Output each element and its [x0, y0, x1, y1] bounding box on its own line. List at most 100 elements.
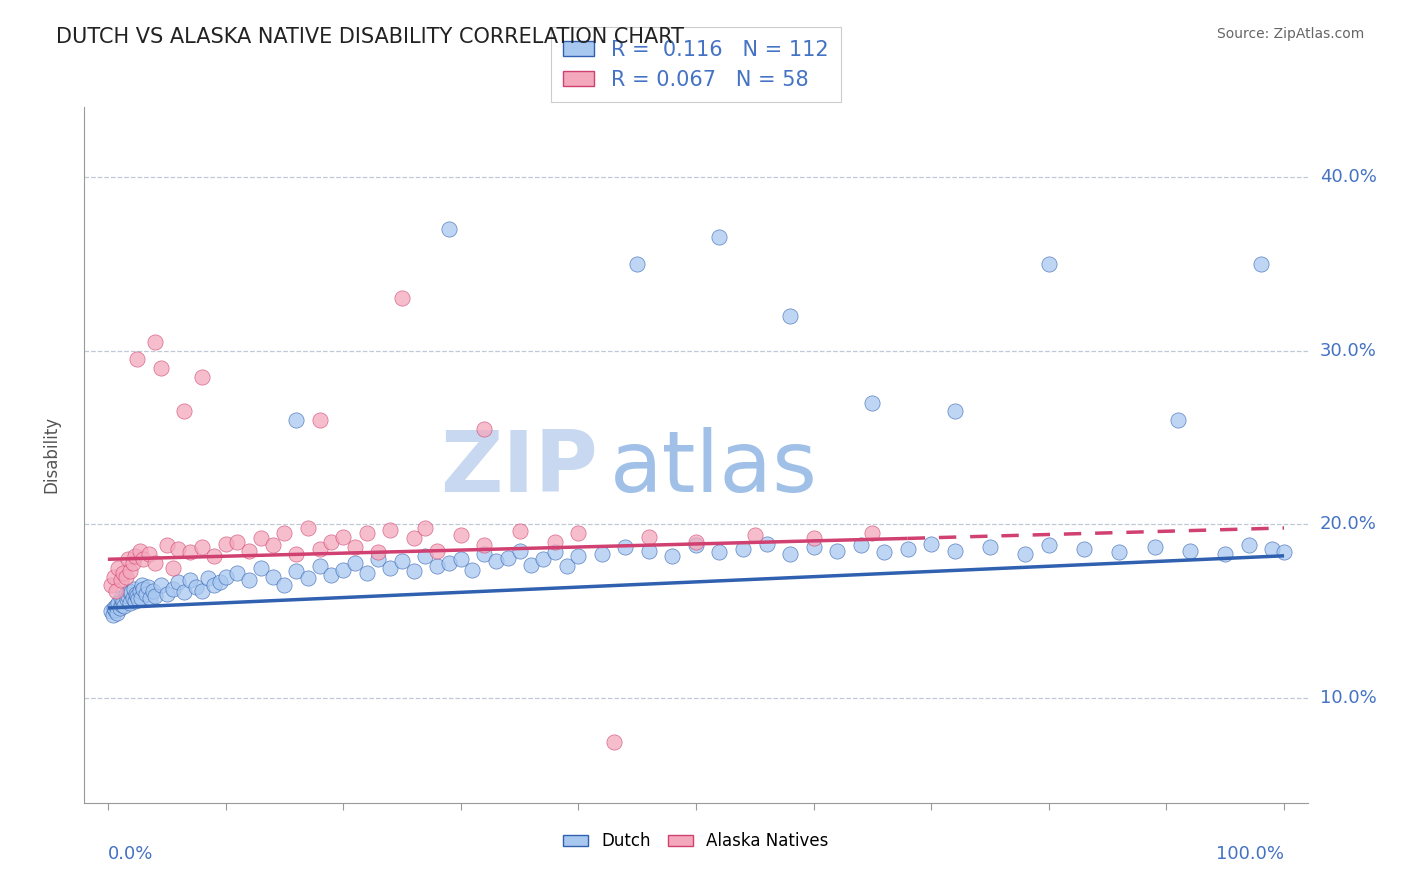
Point	[110, 573, 132, 587]
Text: 100.0%: 100.0%	[1216, 845, 1284, 863]
Point	[943, 543, 966, 558]
Point	[103, 601, 125, 615]
Point	[149, 361, 172, 376]
Text: 20.0%: 20.0%	[1320, 516, 1376, 533]
Point	[308, 541, 330, 556]
Point	[124, 549, 146, 563]
Point	[143, 589, 166, 603]
Point	[1073, 541, 1095, 556]
Point	[112, 566, 135, 581]
Point	[380, 561, 402, 575]
Point	[191, 540, 214, 554]
Point	[485, 554, 508, 568]
Point	[297, 571, 319, 585]
Text: 40.0%: 40.0%	[1320, 168, 1376, 186]
Point	[117, 589, 139, 603]
Point	[143, 556, 166, 570]
Point	[214, 536, 236, 550]
Point	[509, 543, 531, 558]
Point	[249, 561, 271, 575]
Point	[238, 573, 260, 587]
Point	[107, 561, 129, 575]
Point	[167, 541, 190, 556]
Point	[391, 554, 413, 568]
Point	[285, 413, 308, 427]
Point	[825, 543, 848, 558]
Point	[426, 559, 449, 574]
Point	[112, 594, 135, 608]
Point	[509, 524, 531, 539]
Point	[544, 534, 567, 549]
Point	[285, 547, 308, 561]
Point	[638, 543, 661, 558]
Text: 0.0%: 0.0%	[108, 845, 153, 863]
Point	[380, 523, 402, 537]
Point	[285, 565, 308, 579]
Point	[1237, 538, 1260, 552]
Point	[117, 552, 139, 566]
Point	[120, 585, 142, 599]
Point	[191, 369, 214, 384]
Point	[567, 549, 589, 563]
Point	[709, 545, 731, 559]
Point	[105, 599, 128, 614]
Point	[520, 558, 543, 572]
Point	[149, 578, 172, 592]
Point	[135, 587, 157, 601]
Point	[321, 568, 343, 582]
Point	[202, 578, 225, 592]
Point	[104, 603, 127, 617]
Point	[1167, 413, 1189, 427]
Point	[191, 583, 214, 598]
Point	[179, 573, 201, 587]
Text: DUTCH VS ALASKA NATIVE DISABILITY CORRELATION CHART: DUTCH VS ALASKA NATIVE DISABILITY CORREL…	[56, 27, 685, 46]
Point	[450, 528, 472, 542]
Point	[108, 601, 131, 615]
Point	[661, 549, 683, 563]
Point	[121, 556, 143, 570]
Text: ZIP: ZIP	[440, 427, 598, 510]
Point	[402, 565, 425, 579]
Point	[426, 543, 449, 558]
Point	[115, 592, 138, 607]
Point	[321, 534, 343, 549]
Point	[127, 352, 149, 367]
Point	[367, 545, 389, 559]
Point	[127, 592, 149, 607]
Point	[173, 585, 195, 599]
Text: Source: ZipAtlas.com: Source: ZipAtlas.com	[1216, 27, 1364, 41]
Text: 10.0%: 10.0%	[1320, 690, 1376, 707]
Point	[262, 538, 284, 552]
Point	[920, 536, 942, 550]
Point	[125, 587, 148, 601]
Point	[779, 309, 801, 323]
Point	[602, 735, 624, 749]
Point	[803, 532, 825, 546]
Point	[156, 538, 179, 552]
Point	[128, 583, 150, 598]
Point	[356, 526, 378, 541]
Point	[979, 540, 1001, 554]
Point	[162, 561, 184, 575]
Point	[544, 545, 567, 559]
Point	[685, 534, 707, 549]
Point	[139, 591, 162, 605]
Point	[626, 257, 648, 271]
Point	[1261, 541, 1284, 556]
Point	[391, 291, 413, 305]
Text: atlas: atlas	[610, 427, 818, 510]
Point	[120, 565, 142, 579]
Point	[127, 589, 149, 603]
Point	[744, 528, 766, 542]
Text: 30.0%: 30.0%	[1320, 342, 1376, 359]
Point	[343, 556, 366, 570]
Point	[591, 547, 613, 561]
Y-axis label: Disability: Disability	[42, 417, 60, 493]
Point	[897, 541, 920, 556]
Point	[1038, 257, 1060, 271]
Point	[472, 538, 495, 552]
Point	[142, 583, 165, 598]
Point	[262, 570, 284, 584]
Point	[131, 578, 153, 592]
Point	[132, 582, 155, 596]
